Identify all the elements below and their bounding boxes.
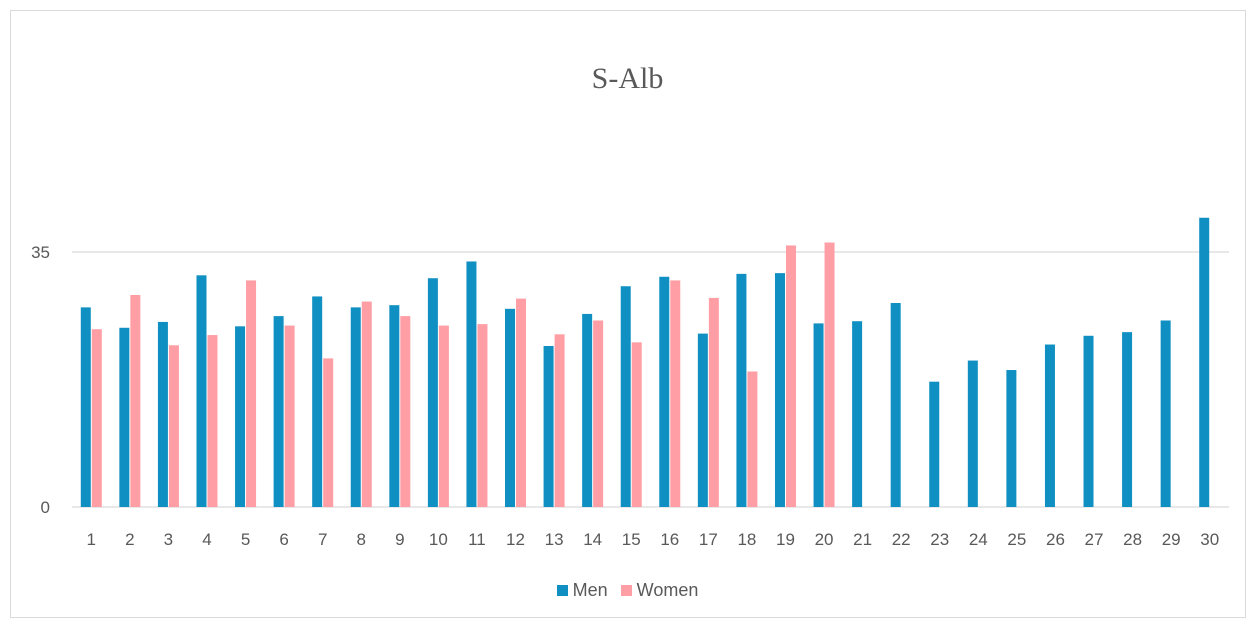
x-tick-label: 1 bbox=[87, 530, 96, 549]
bar-men-27 bbox=[1083, 335, 1094, 507]
x-tick-label: 8 bbox=[357, 530, 366, 549]
bar-men-5 bbox=[235, 326, 246, 507]
bar-men-8 bbox=[350, 307, 361, 507]
bar-men-16 bbox=[659, 276, 670, 507]
x-tick-label: 7 bbox=[318, 530, 327, 549]
x-tick-label: 20 bbox=[815, 530, 834, 549]
bar-women-12 bbox=[516, 298, 527, 507]
bar-men-30 bbox=[1199, 217, 1210, 507]
x-tick-label: 10 bbox=[429, 530, 448, 549]
chart-title: S-Alb bbox=[591, 62, 664, 95]
bar-women-4 bbox=[207, 335, 218, 507]
x-tick-label: 19 bbox=[776, 530, 795, 549]
bar-men-19 bbox=[774, 273, 785, 507]
bar-women-9 bbox=[400, 316, 411, 507]
x-tick-label: 26 bbox=[1046, 530, 1065, 549]
bar-women-1 bbox=[91, 329, 102, 507]
bar-men-2 bbox=[119, 327, 130, 507]
bar-men-20 bbox=[813, 323, 824, 507]
bar-men-14 bbox=[582, 313, 593, 507]
bar-men-25 bbox=[1006, 370, 1017, 507]
bar-men-6 bbox=[273, 316, 284, 507]
x-tick-label: 16 bbox=[660, 530, 679, 549]
legend-swatch-women bbox=[620, 585, 632, 596]
x-tick-label: 30 bbox=[1200, 530, 1219, 549]
legend-label-men: Men bbox=[572, 580, 608, 600]
bar-women-6 bbox=[284, 325, 295, 507]
bar-men-11 bbox=[466, 261, 477, 507]
legend-item-men: Men bbox=[556, 580, 608, 601]
bar-women-5 bbox=[246, 280, 257, 507]
bar-men-12 bbox=[505, 308, 516, 507]
bar-men-23 bbox=[929, 381, 940, 507]
x-tick-label: 15 bbox=[622, 530, 641, 549]
bar-men-26 bbox=[1044, 344, 1055, 507]
bar-men-4 bbox=[196, 275, 207, 507]
x-tick-label: 27 bbox=[1085, 530, 1104, 549]
bar-men-7 bbox=[312, 296, 323, 507]
bar-women-15 bbox=[631, 342, 642, 507]
x-tick-label: 24 bbox=[969, 530, 988, 549]
bar-men-24 bbox=[967, 360, 978, 507]
x-tick-label: 29 bbox=[1162, 530, 1181, 549]
bar-men-13 bbox=[543, 345, 554, 507]
bar-men-18 bbox=[736, 273, 747, 507]
bar-women-10 bbox=[438, 325, 449, 507]
x-tick-label: 13 bbox=[545, 530, 564, 549]
legend-swatch-men bbox=[556, 585, 568, 596]
bar-men-3 bbox=[157, 321, 168, 507]
x-tick-label: 28 bbox=[1123, 530, 1142, 549]
x-tick-label: 2 bbox=[125, 530, 134, 549]
bar-women-20 bbox=[824, 242, 835, 507]
bar-men-17 bbox=[697, 333, 708, 507]
bar-women-16 bbox=[670, 280, 681, 507]
x-tick-label: 25 bbox=[1007, 530, 1026, 549]
y-tick-label: 35 bbox=[31, 243, 50, 262]
x-tick-label: 3 bbox=[164, 530, 173, 549]
x-tick-label: 22 bbox=[892, 530, 911, 549]
bar-women-17 bbox=[708, 297, 719, 507]
legend: Men Women bbox=[0, 580, 1255, 601]
x-tick-label: 23 bbox=[930, 530, 949, 549]
x-tick-label: 14 bbox=[583, 530, 602, 549]
x-tick-label: 17 bbox=[699, 530, 718, 549]
x-tick-label: 12 bbox=[506, 530, 525, 549]
bar-men-22 bbox=[890, 303, 901, 507]
x-tick-label: 5 bbox=[241, 530, 250, 549]
bar-men-15 bbox=[620, 286, 631, 507]
bar-women-11 bbox=[477, 324, 488, 507]
bar-men-29 bbox=[1160, 320, 1171, 507]
y-tick-label: 0 bbox=[41, 498, 50, 517]
bar-women-8 bbox=[361, 301, 372, 507]
x-tick-label: 21 bbox=[853, 530, 872, 549]
bar-men-21 bbox=[852, 321, 863, 507]
bar-women-14 bbox=[593, 320, 604, 507]
x-tick-label: 4 bbox=[202, 530, 211, 549]
bar-men-10 bbox=[427, 278, 438, 507]
x-tick-label: 6 bbox=[279, 530, 288, 549]
bar-men-1 bbox=[80, 307, 91, 507]
legend-label-women: Women bbox=[636, 580, 699, 600]
legend-item-women: Women bbox=[620, 580, 699, 601]
bar-women-2 bbox=[130, 294, 141, 507]
bar-women-19 bbox=[785, 245, 796, 507]
x-tick-label: 11 bbox=[468, 530, 486, 549]
bar-women-7 bbox=[323, 358, 334, 507]
x-tick-label: 18 bbox=[737, 530, 756, 549]
bar-women-3 bbox=[168, 345, 179, 507]
x-tick-label: 9 bbox=[395, 530, 404, 549]
bar-men-28 bbox=[1122, 332, 1133, 507]
bar-men-9 bbox=[389, 305, 400, 507]
bar-women-13 bbox=[554, 334, 565, 507]
bar-women-18 bbox=[747, 371, 758, 507]
